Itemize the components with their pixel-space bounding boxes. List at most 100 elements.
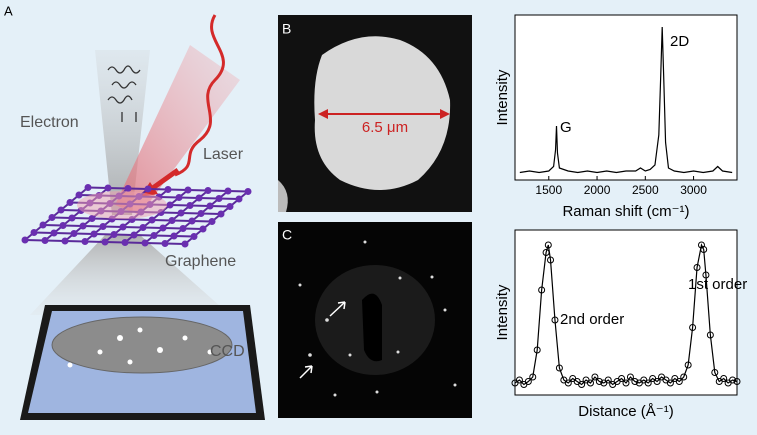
lattice-atom: [101, 238, 109, 246]
label-graphene: Graphene: [165, 253, 236, 270]
lattice-atom: [81, 238, 89, 245]
lattice-atom: [39, 221, 47, 229]
annotation: 1st order: [688, 276, 747, 293]
scale-label: 6.5 μm: [362, 119, 408, 136]
data-point: [595, 378, 603, 385]
lattice-atom: [70, 230, 78, 237]
disc-edge: [278, 180, 288, 212]
data-point: [653, 378, 661, 385]
lattice-atom: [30, 229, 38, 236]
data-point: [700, 246, 708, 253]
lattice-atom: [57, 206, 65, 214]
lattice-atom: [215, 195, 223, 202]
data-point: [702, 271, 710, 279]
lattice-atom: [199, 225, 207, 233]
data-point: [538, 286, 546, 294]
panel-letter: B: [282, 21, 291, 37]
annotation: 2D: [670, 33, 689, 50]
scale-arrow-right: [440, 109, 450, 119]
data-point: [689, 324, 697, 331]
lattice-atom: [79, 222, 87, 230]
data-point: [626, 373, 634, 381]
lattice-atom: [21, 236, 29, 244]
data-point: [529, 373, 537, 381]
lattice-atom: [148, 216, 156, 224]
lattice-atom: [130, 231, 138, 239]
x-axis-label: Distance (Å⁻¹): [578, 403, 673, 420]
diffraction-disc: [51, 316, 233, 374]
lattice-atom: [244, 188, 252, 195]
beam-spot: [77, 191, 167, 219]
data-point: [631, 378, 639, 385]
lattice-atom: [226, 203, 234, 210]
lattice-atom: [206, 202, 214, 210]
data-point: [706, 331, 714, 339]
lattice-atom: [159, 224, 167, 232]
x-tick-label: 2500: [632, 183, 659, 197]
data-point: [693, 264, 701, 271]
lattice-atom: [66, 199, 74, 206]
lattice-atom: [184, 186, 192, 194]
lattice-atom: [50, 229, 58, 237]
lattice-atom: [164, 186, 172, 193]
lattice-atom: [204, 187, 212, 194]
label-ccd: CCD: [210, 343, 245, 360]
lattice-atom: [104, 184, 112, 192]
lattice-atom: [168, 217, 176, 224]
diffraction-spots-c: [298, 240, 457, 397]
lattice-atom: [181, 240, 189, 248]
electron-wavepackets: [107, 65, 141, 122]
data-point: [729, 376, 737, 384]
data-point: [622, 379, 630, 387]
lattice-atom: [217, 210, 225, 218]
x-tick-label: 3000: [680, 183, 707, 197]
lattice-atom: [235, 195, 243, 203]
lattice-atom: [177, 209, 185, 217]
data-point: [524, 378, 532, 385]
lattice-atom: [75, 191, 83, 199]
lattice-atom: [186, 202, 194, 209]
panel-letter: C: [282, 227, 292, 243]
lattice-atom: [224, 187, 232, 195]
y-axis-label: Intensity: [494, 284, 511, 340]
data-point: [542, 249, 550, 256]
data-point: [680, 373, 688, 381]
lattice-atom: [121, 239, 129, 246]
lattice-atom: [41, 237, 49, 244]
lattice-atom: [84, 184, 92, 191]
lattice-atom: [166, 201, 174, 209]
data-point: [544, 241, 552, 249]
lattice-atom: [99, 223, 107, 230]
lattice-atom: [90, 230, 98, 238]
data-point: [551, 316, 559, 324]
lattice-atom: [197, 210, 205, 217]
plot-area: [514, 14, 738, 181]
lattice-atom: [68, 214, 76, 222]
scale-arrow-left: [318, 109, 328, 119]
lattice-atom: [208, 218, 216, 225]
x-tick-label: 2000: [584, 183, 611, 197]
lattice-atom: [150, 232, 158, 239]
data-point: [555, 364, 563, 372]
lattice-atom: [119, 223, 127, 231]
data-point: [578, 381, 586, 388]
data-point: [675, 378, 683, 385]
data-point: [618, 375, 626, 382]
data-point: [666, 379, 674, 387]
lattice-atom: [179, 225, 187, 232]
data-point: [547, 256, 555, 264]
lattice-atom: [141, 239, 149, 247]
data-point: [591, 373, 599, 381]
data-point: [711, 369, 719, 376]
panel-letter: A: [4, 3, 13, 18]
data-point: [604, 376, 612, 384]
x-axis-label: Raman shift (cm⁻¹): [562, 203, 689, 220]
lattice-atom: [195, 194, 203, 202]
lattice-atom: [59, 222, 67, 229]
annotation: G: [560, 119, 572, 136]
data-point: [515, 376, 523, 384]
panel-a: Electron Laser Graphene CCD: [20, 14, 265, 420]
label-laser: Laser: [203, 146, 244, 163]
data-point: [644, 379, 652, 387]
data-point: [533, 346, 541, 354]
